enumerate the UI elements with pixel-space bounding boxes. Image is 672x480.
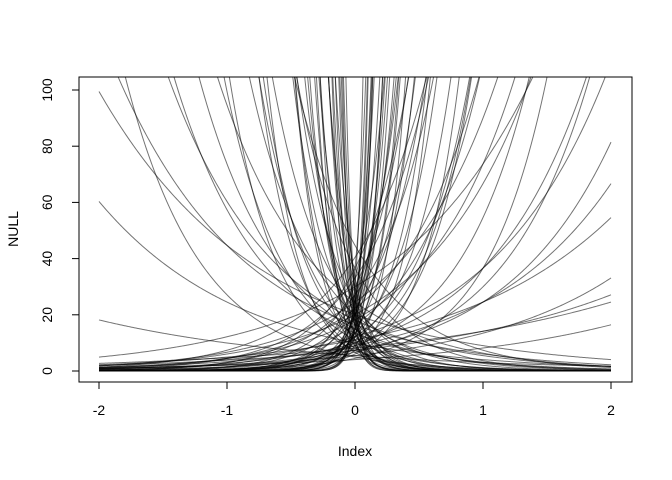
curve-line <box>98 77 499 367</box>
curve-line <box>294 77 612 369</box>
curve-line <box>99 77 438 372</box>
curve-line <box>99 77 407 372</box>
curve-line <box>198 77 612 370</box>
curve-line <box>167 77 612 367</box>
y-tick-label: 60 <box>39 194 55 210</box>
curve-line <box>98 77 606 368</box>
y-axis-title: NULL <box>5 211 21 247</box>
y-tick-label: 100 <box>39 78 55 102</box>
curve-line <box>98 319 612 367</box>
x-tick-label: 0 <box>351 402 359 418</box>
y-tick-label: 40 <box>39 251 55 267</box>
curve-line <box>271 77 612 371</box>
x-axis-title: Index <box>338 443 372 459</box>
curve-line <box>98 77 591 371</box>
curve-line <box>124 77 612 372</box>
curve-line <box>98 294 612 366</box>
y-axis: 0 20 40 60 80 100 <box>39 78 80 375</box>
y-tick-label: 20 <box>39 307 55 323</box>
curve-line <box>319 77 611 372</box>
y-tick-label: 0 <box>39 367 55 375</box>
curve-line <box>98 77 534 358</box>
curve-group <box>98 77 612 372</box>
x-tick-label: 1 <box>479 402 487 418</box>
curve-line <box>98 77 587 370</box>
x-axis: -2 -1 0 1 2 <box>93 381 615 418</box>
y-tick-label: 80 <box>39 138 55 154</box>
x-tick-label: 2 <box>607 402 615 418</box>
x-tick-label: -2 <box>93 402 106 418</box>
x-tick-label: -1 <box>221 402 234 418</box>
